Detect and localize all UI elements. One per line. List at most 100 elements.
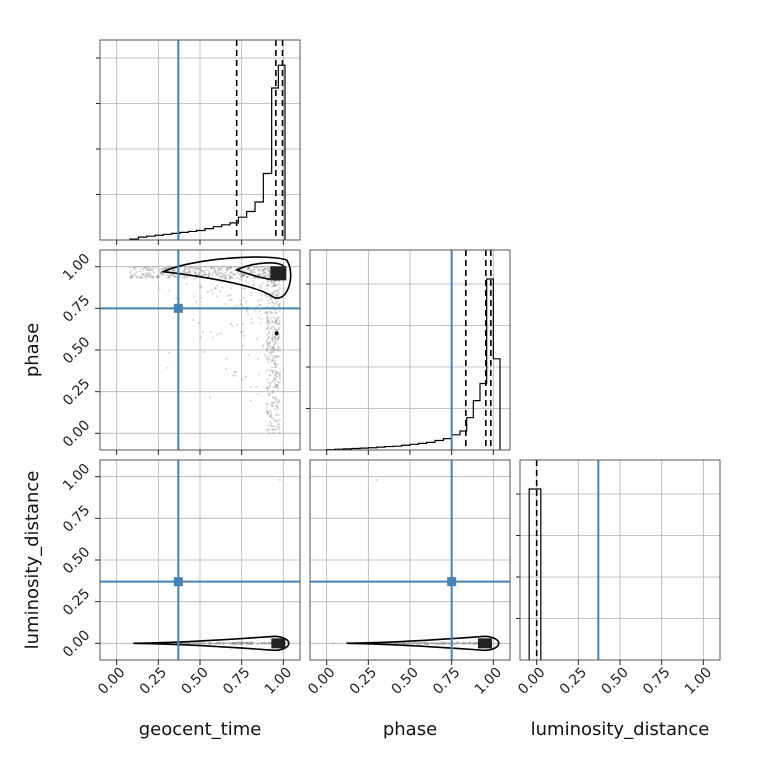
sample-point [271,319,274,323]
sample-point [221,286,224,289]
sample-point [273,280,276,283]
sample-point [278,279,281,283]
sample-point [140,276,143,279]
sample-point [186,271,189,274]
sample-point [275,383,278,387]
sample-point [266,280,269,283]
sample-point [256,299,260,302]
sample-point [261,274,264,277]
sample-point [426,642,429,646]
sample-point [254,276,257,279]
sample-point [164,267,168,270]
histogram-geocent_time [129,64,286,240]
sample-point [250,291,253,295]
sample-point [272,284,276,287]
sample-point [155,275,158,278]
sample-point [229,266,232,269]
sample-point [219,332,222,335]
sample-point [267,392,271,395]
sample-point [231,374,235,377]
sample-point [138,270,142,273]
sample-point [159,272,162,276]
sample-point [272,348,275,351]
sample-point [233,266,237,269]
sample-point [194,268,197,272]
sample-point [234,374,237,377]
sample-point [423,642,427,645]
sample-point [228,642,231,645]
sample-point [474,642,478,645]
sample-point [222,641,226,645]
sample-point [241,378,244,381]
sample-point [245,310,248,313]
sample-point [190,266,194,269]
sample-point [265,339,268,342]
sample-point [426,642,429,645]
sample-point [269,317,273,320]
sample-point [197,321,201,325]
sample-point [264,271,267,274]
sample-point [157,274,160,277]
sample-point [249,399,252,402]
sample-point [266,386,269,389]
sample-point [240,642,243,645]
sample-point [454,642,457,645]
sample-point [271,358,274,362]
sample-point [278,286,281,289]
sample-point [149,275,152,279]
sample-point [199,267,202,271]
sample-point [277,347,280,350]
sample-point [139,266,142,269]
sample-point [266,274,269,277]
sample-point [452,642,455,646]
sample-point [274,309,277,312]
sample-point [207,642,210,645]
sample-point [276,425,279,429]
sample-point [256,337,259,341]
sample-point [274,356,277,360]
sample-point [224,277,227,280]
sample-point [278,350,282,353]
x-tick-label: 1.00 [472,664,505,697]
sample-point [265,312,268,315]
sample-point [141,272,144,276]
sample-point [268,310,271,313]
sample-point [272,431,275,434]
sample-point [215,295,219,298]
sample-point [201,641,205,644]
sample-point [130,270,133,273]
sample-point [231,324,234,327]
sample-point [198,642,202,645]
x-tick-label: 0.75 [640,664,673,697]
sample-point [168,276,171,279]
sample-point [209,267,213,270]
sample-point [240,278,243,281]
sample-point [276,356,279,359]
sample-point [222,266,225,269]
sample-point [141,267,144,270]
sample-point [471,642,475,645]
sample-point [207,272,210,275]
sample-point [272,369,275,372]
sample-point [270,351,273,354]
sample-point [263,268,266,271]
sample-point [266,267,269,270]
sample-point [267,382,271,385]
sample-point [270,336,274,339]
sample-point [152,271,156,274]
sample-point [461,642,465,645]
x-tick-label: 0.00 [95,664,128,697]
sample-point [398,642,401,645]
sample-point [183,271,187,274]
sample-point [414,641,418,644]
sample-point [273,425,276,428]
sample-point [239,276,243,279]
sample-point [252,282,256,286]
sample-point [375,478,378,482]
sample-point [267,273,270,276]
sample-point [273,386,276,389]
sample-point [268,642,272,645]
sample-point [264,274,267,278]
histogram-luminosity_distance [528,488,542,660]
sample-point [277,371,280,375]
